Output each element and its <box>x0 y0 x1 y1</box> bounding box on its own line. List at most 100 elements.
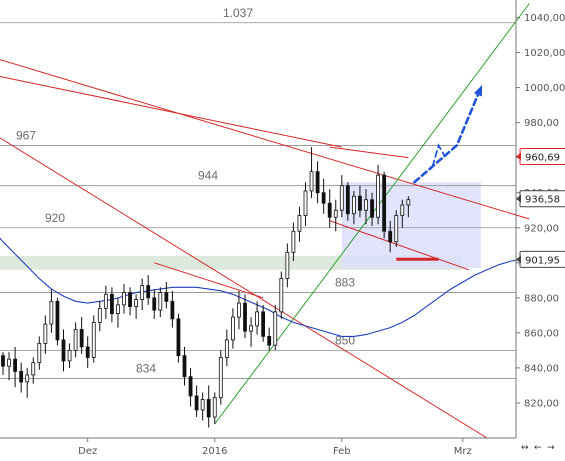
candle-body <box>333 209 338 218</box>
price-tag-label: 901,95 <box>525 255 560 266</box>
trendline <box>0 75 342 148</box>
time-tick-label: Mrz <box>454 446 472 457</box>
candle-body <box>55 300 60 341</box>
candle-body <box>243 302 247 332</box>
price-axis: 820,00840,00860,00880,00900,00920,00940,… <box>515 0 565 438</box>
trendline <box>0 137 488 439</box>
candle-body <box>400 204 405 216</box>
projection-box <box>341 182 481 269</box>
price-tag-pointer <box>516 194 521 203</box>
candle-body <box>110 293 114 315</box>
candle-body <box>273 311 278 346</box>
candle-body <box>261 311 266 337</box>
candle-body <box>303 190 308 216</box>
candle-body <box>212 397 217 418</box>
scroll-right-icon[interactable]: → <box>547 443 555 453</box>
candle-body <box>345 185 350 215</box>
trendline <box>0 59 530 220</box>
price-tick-label: 920,00 <box>524 223 559 234</box>
scroll-left-icon[interactable]: ← <box>534 443 542 453</box>
candle-body <box>267 335 272 346</box>
candle-body <box>13 358 18 372</box>
annotations <box>396 84 483 261</box>
candle-body <box>394 215 399 243</box>
projection-arrow <box>413 86 483 184</box>
candle-body <box>170 300 175 320</box>
candle-body <box>1 355 5 367</box>
candle-body <box>351 195 356 215</box>
candle-body <box>188 376 193 397</box>
candle-body <box>43 323 48 344</box>
candle-body <box>327 202 332 218</box>
candle-body <box>406 199 411 206</box>
candle-body <box>37 342 42 364</box>
candle-body <box>370 199 374 218</box>
time-tick-label: 2016 <box>202 446 227 457</box>
candle-body <box>321 192 326 204</box>
moving-average-line <box>0 237 524 337</box>
candle-body <box>49 300 54 325</box>
price-tag-label: 936,58 <box>525 195 560 206</box>
candle-body <box>230 316 235 341</box>
candle-body <box>146 285 151 299</box>
time-axis: Dez 2016 Feb Mrz <box>0 437 516 457</box>
candle-body <box>194 395 199 411</box>
candle-body <box>237 302 241 318</box>
candle-body <box>182 355 187 378</box>
candle-body <box>7 358 11 367</box>
price-tick-label: 880,00 <box>524 293 559 304</box>
price-tick-label: 1000,00 <box>524 83 565 94</box>
level-label: 920 <box>45 211 65 225</box>
level-label: 834 <box>136 361 156 375</box>
candles <box>1 147 411 428</box>
candle-body <box>224 339 229 358</box>
price-tag-pointer <box>516 152 521 161</box>
time-tick-label: Feb <box>333 446 351 457</box>
candle-body <box>339 185 344 211</box>
candle-body <box>200 399 205 411</box>
candle-body <box>67 349 72 362</box>
chart-navigation[interactable]: ↔ ← → <box>521 443 555 453</box>
candle-body <box>61 339 66 362</box>
candle-body <box>134 299 139 308</box>
projection-arrow-head <box>473 84 483 97</box>
price-tick-label: 1020,00 <box>524 48 565 59</box>
scroll-both-icon[interactable]: ↔ <box>521 443 529 453</box>
candle-body <box>73 328 78 351</box>
trendline <box>329 146 409 159</box>
candle-body <box>255 311 260 327</box>
price-tag-pointer <box>516 255 521 264</box>
candle-body <box>309 171 314 192</box>
candle-body <box>297 215 302 232</box>
candle-body <box>164 292 169 302</box>
level-label: 944 <box>198 169 218 183</box>
price-tick-label: 860,00 <box>524 328 559 339</box>
candle-body <box>249 325 253 332</box>
candle-body <box>25 374 30 383</box>
candle-body <box>218 357 223 399</box>
candle-body <box>176 318 181 357</box>
candle-body <box>122 292 126 306</box>
level-label: 883 <box>335 276 355 290</box>
candle-body <box>19 371 24 383</box>
candle-body <box>79 328 84 348</box>
price-tick-label: 820,00 <box>524 398 559 409</box>
price-tick-label: 980,00 <box>524 118 559 129</box>
projection-arrow <box>431 143 446 168</box>
candle-body <box>291 230 296 253</box>
candle-body <box>285 251 290 279</box>
price-tag-label: 960,69 <box>525 152 560 163</box>
trendline <box>329 220 470 271</box>
candle-body <box>91 321 96 358</box>
time-tick-label: Dez <box>78 446 97 457</box>
candle-body <box>364 199 368 211</box>
candle-body <box>85 346 90 358</box>
candle-body <box>116 304 120 315</box>
candle-body <box>382 174 387 232</box>
price-tick-label: 1040,00 <box>524 13 565 24</box>
candle-body <box>31 362 36 376</box>
candle-body <box>206 399 211 418</box>
candle-body <box>140 285 145 300</box>
